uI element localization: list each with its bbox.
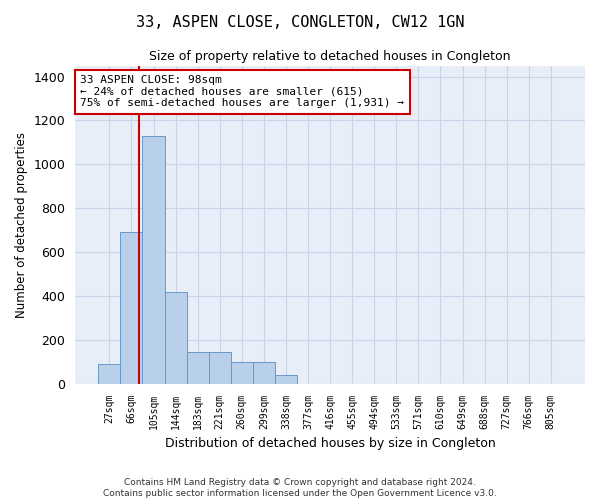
Text: Contains HM Land Registry data © Crown copyright and database right 2024.
Contai: Contains HM Land Registry data © Crown c… (103, 478, 497, 498)
Bar (231, 362, 253, 384)
Bar (98, 364, 121, 384)
Bar (121, 232, 142, 384)
Text: 33 ASPEN CLOSE: 98sqm
← 24% of detached houses are smaller (615)
75% of semi-det: 33 ASPEN CLOSE: 98sqm ← 24% of detached … (80, 75, 404, 108)
Bar (142, 136, 164, 384)
Bar (164, 292, 187, 384)
Bar (209, 352, 231, 384)
Bar (187, 352, 209, 384)
Bar (275, 375, 297, 384)
X-axis label: Distribution of detached houses by size in Congleton: Distribution of detached houses by size … (165, 437, 496, 450)
Title: Size of property relative to detached houses in Congleton: Size of property relative to detached ho… (149, 50, 511, 63)
Bar (253, 362, 275, 384)
Text: 33, ASPEN CLOSE, CONGLETON, CW12 1GN: 33, ASPEN CLOSE, CONGLETON, CW12 1GN (136, 15, 464, 30)
Y-axis label: Number of detached properties: Number of detached properties (15, 132, 28, 318)
